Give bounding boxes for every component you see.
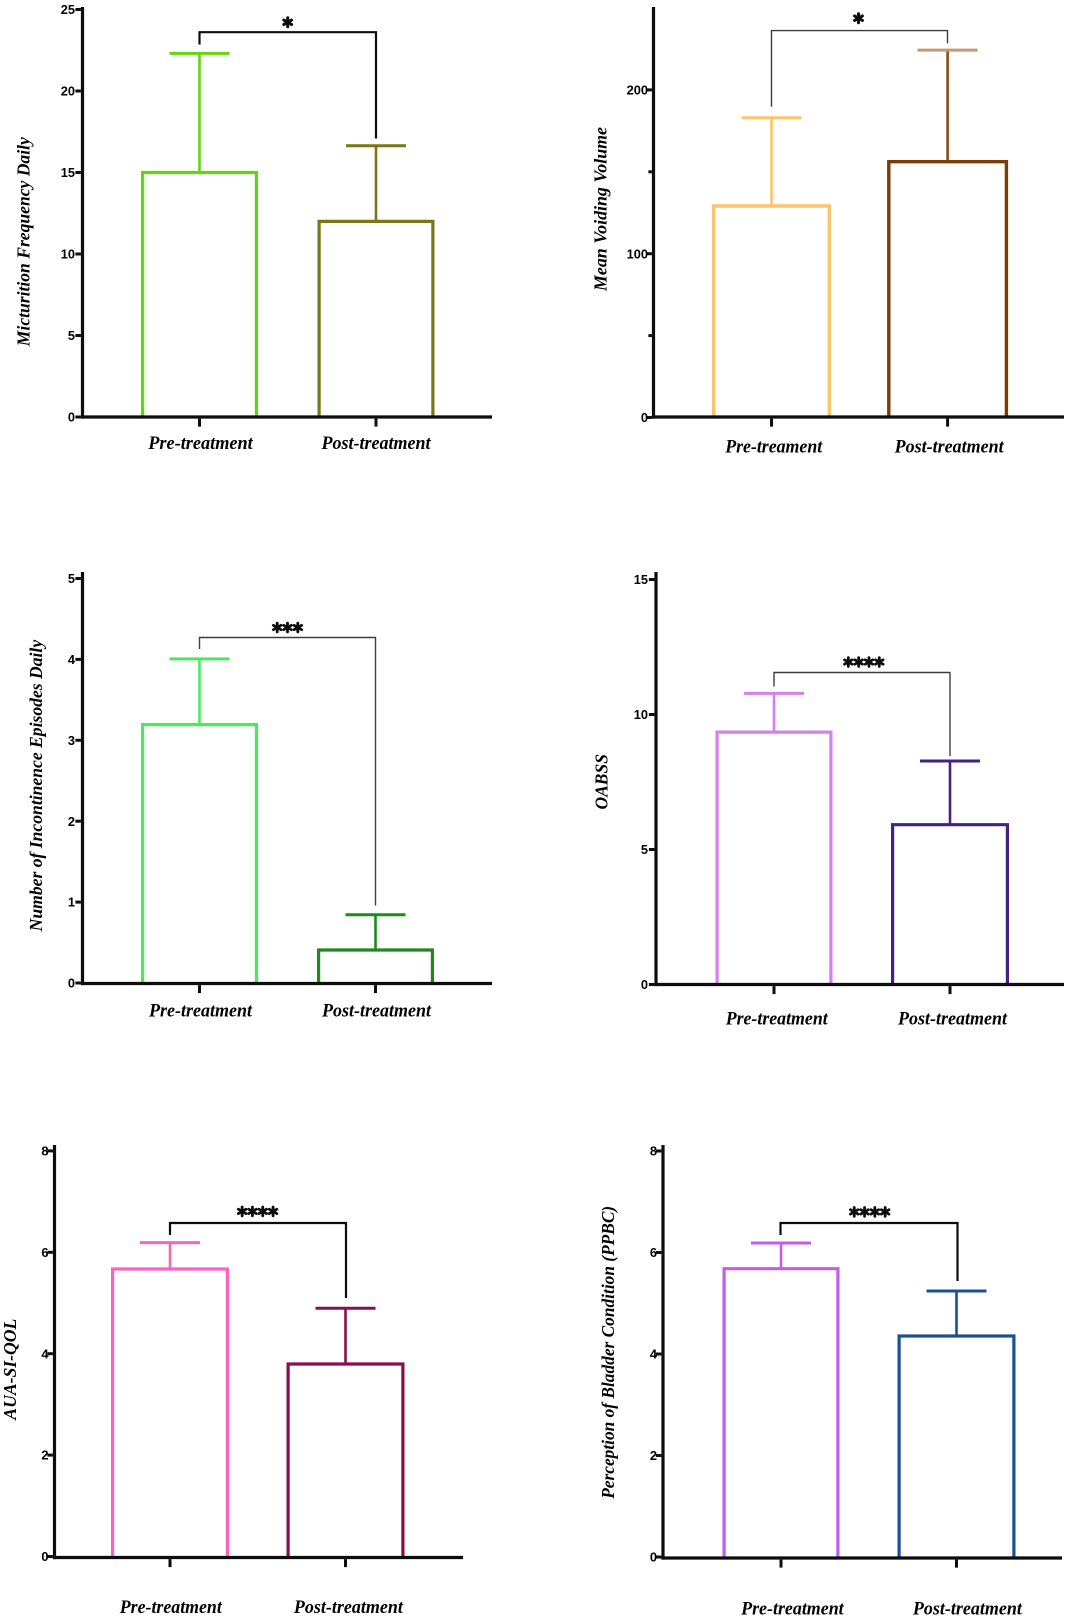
svg-text:Post-treatment: Post-treatment	[894, 437, 1005, 458]
svg-text:Mean Voiding Volume: Mean Voiding Volume	[591, 127, 611, 292]
svg-text:100: 100	[627, 246, 648, 261]
svg-text:AUA-SI-QOL: AUA-SI-QOL	[0, 1319, 20, 1421]
svg-text:0: 0	[650, 1550, 657, 1565]
svg-text:Post-treatment: Post-treatment	[897, 1008, 1008, 1029]
svg-text:Pre-treatment: Pre-treatment	[147, 433, 253, 454]
svg-text:2: 2	[650, 1448, 657, 1463]
svg-text:Post-treatment: Post-treatment	[293, 1597, 404, 1618]
svg-text:8: 8	[41, 1144, 48, 1159]
svg-text:Pre-treatment: Pre-treatment	[740, 1598, 844, 1619]
svg-text:15: 15	[61, 165, 75, 180]
svg-text:25: 25	[61, 2, 75, 17]
svg-text:Pre-treament: Pre-treament	[724, 437, 823, 458]
svg-text:6: 6	[41, 1245, 48, 1260]
svg-text:Post-treatment: Post-treatment	[321, 1001, 432, 1022]
svg-text:0: 0	[68, 976, 75, 991]
svg-text:15: 15	[634, 572, 648, 587]
svg-text:Pre-treatment: Pre-treatment	[119, 1597, 223, 1618]
svg-text:5: 5	[68, 328, 75, 343]
svg-text:4: 4	[650, 1347, 658, 1362]
svg-text:8: 8	[650, 1144, 657, 1159]
svg-text:4: 4	[41, 1346, 49, 1361]
svg-text:2: 2	[41, 1448, 48, 1463]
svg-text:Pre-treatment: Pre-treatment	[725, 1008, 829, 1029]
svg-text:3: 3	[68, 733, 75, 748]
svg-text:6: 6	[650, 1245, 657, 1260]
svg-text:Number of Incontinence Episode: Number of Incontinence Episodes Daily	[26, 639, 46, 932]
svg-text:1: 1	[68, 895, 75, 910]
svg-text:0: 0	[41, 1549, 48, 1564]
svg-text:5: 5	[641, 842, 648, 857]
svg-text:5: 5	[68, 571, 75, 586]
svg-text:Post-treatment: Post-treatment	[321, 433, 432, 454]
svg-text:10: 10	[634, 707, 648, 722]
svg-text:200: 200	[627, 83, 648, 98]
svg-text:0: 0	[68, 410, 75, 425]
svg-text:4: 4	[68, 652, 76, 667]
svg-text:20: 20	[61, 84, 75, 99]
svg-text:2: 2	[68, 814, 75, 829]
svg-text:Perception of Bladder Conditio: Perception of Bladder Condition (PPBC)	[598, 1206, 619, 1500]
svg-text:OABSS: OABSS	[592, 754, 612, 810]
svg-text:0: 0	[641, 977, 648, 992]
svg-text:Pre-treatment: Pre-treatment	[148, 1001, 253, 1022]
svg-text:Micturition Frequency Daily: Micturition Frequency Daily	[14, 136, 34, 347]
svg-text:Post-treatment: Post-treatment	[912, 1598, 1023, 1619]
svg-text:10: 10	[61, 247, 75, 262]
svg-text:0: 0	[641, 410, 648, 425]
